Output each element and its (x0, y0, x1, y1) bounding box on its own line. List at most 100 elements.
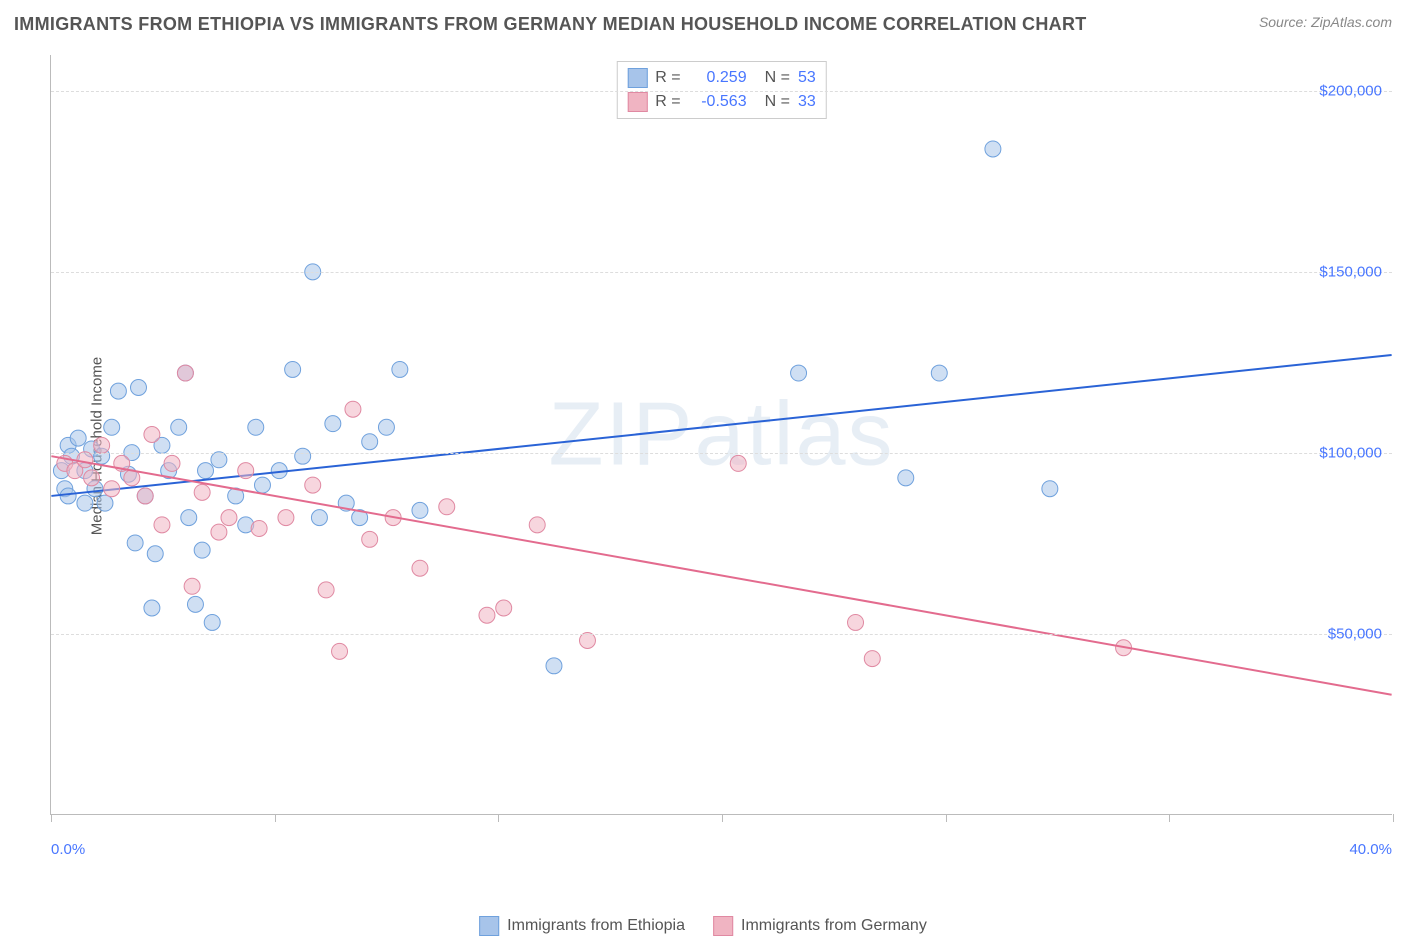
data-point (251, 520, 267, 536)
data-point (110, 383, 126, 399)
y-tick-label: $100,000 (1319, 445, 1382, 462)
data-point (127, 535, 143, 551)
legend-series: Immigrants from Ethiopia Immigrants from … (479, 916, 927, 936)
data-point (848, 614, 864, 630)
data-point (211, 452, 227, 468)
data-point (439, 499, 455, 515)
legend-label: Immigrants from Germany (741, 917, 927, 935)
legend-row: R = -0.563 N = 33 (627, 90, 815, 114)
data-point (392, 361, 408, 377)
data-point (479, 607, 495, 623)
data-point (248, 419, 264, 435)
data-point (285, 361, 301, 377)
data-point (791, 365, 807, 381)
data-point (144, 427, 160, 443)
data-point (864, 651, 880, 667)
data-point (362, 531, 378, 547)
data-point (94, 437, 110, 453)
source-label: Source: ZipAtlas.com (1259, 14, 1392, 30)
data-point (412, 502, 428, 518)
data-point (254, 477, 270, 493)
n-value: 33 (798, 93, 816, 111)
data-point (198, 463, 214, 479)
gridline (51, 272, 1392, 273)
data-point (154, 517, 170, 533)
data-point (194, 542, 210, 558)
data-point (898, 470, 914, 486)
data-point (131, 380, 147, 396)
data-point (221, 510, 237, 526)
data-point (60, 488, 76, 504)
x-tick (498, 814, 499, 822)
x-tick (1169, 814, 1170, 822)
data-point (77, 452, 93, 468)
data-point (546, 658, 562, 674)
data-point (184, 578, 200, 594)
data-point (171, 419, 187, 435)
data-point (147, 546, 163, 562)
y-tick-label: $150,000 (1319, 264, 1382, 281)
legend-label: Immigrants from Ethiopia (507, 917, 685, 935)
data-point (362, 434, 378, 450)
chart-title: IMMIGRANTS FROM ETHIOPIA VS IMMIGRANTS F… (14, 14, 1087, 34)
data-point (181, 510, 197, 526)
data-point (931, 365, 947, 381)
data-point (204, 614, 220, 630)
data-point (378, 419, 394, 435)
data-point (318, 582, 334, 598)
data-point (211, 524, 227, 540)
data-point (77, 495, 93, 511)
legend-swatch (479, 916, 499, 936)
gridline (51, 634, 1392, 635)
data-point (238, 463, 254, 479)
legend-swatch (713, 916, 733, 936)
n-label: N = (765, 69, 790, 87)
r-label: R = (655, 93, 680, 111)
gridline (51, 453, 1392, 454)
data-point (985, 141, 1001, 157)
legend-swatch (627, 92, 647, 112)
x-tick (1393, 814, 1394, 822)
chart-svg (51, 55, 1392, 814)
data-point (164, 455, 180, 471)
data-point (412, 560, 428, 576)
n-value: 53 (798, 69, 816, 87)
data-point (529, 517, 545, 533)
data-point (295, 448, 311, 464)
data-point (104, 419, 120, 435)
legend-row: R = 0.259 N = 53 (627, 66, 815, 90)
legend-item: Immigrants from Germany (713, 916, 927, 936)
x-tick (722, 814, 723, 822)
gridline (51, 91, 1392, 92)
data-point (187, 596, 203, 612)
data-point (97, 495, 113, 511)
x-start-label: 0.0% (51, 841, 85, 858)
data-point (104, 481, 120, 497)
data-point (730, 455, 746, 471)
data-point (305, 477, 321, 493)
y-tick-label: $200,000 (1319, 83, 1382, 100)
x-tick (946, 814, 947, 822)
r-value: -0.563 (689, 93, 747, 111)
data-point (84, 470, 100, 486)
data-point (1042, 481, 1058, 497)
legend-swatch (627, 68, 647, 88)
x-end-label: 40.0% (1349, 841, 1392, 858)
x-tick (275, 814, 276, 822)
data-point (496, 600, 512, 616)
data-point (137, 488, 153, 504)
legend-item: Immigrants from Ethiopia (479, 916, 685, 936)
data-point (144, 600, 160, 616)
data-point (345, 401, 361, 417)
y-tick-label: $50,000 (1328, 626, 1382, 643)
data-point (325, 416, 341, 432)
r-value: 0.259 (689, 69, 747, 87)
x-tick (51, 814, 52, 822)
data-point (194, 484, 210, 500)
n-label: N = (765, 93, 790, 111)
legend-correlation: R = 0.259 N = 53 R = -0.563 N = 33 (616, 61, 826, 119)
data-point (278, 510, 294, 526)
trend-line (51, 456, 1391, 695)
r-label: R = (655, 69, 680, 87)
plot-area: ZIPatlas R =0.259N =53R =-0.563N =33 $50… (50, 55, 1392, 815)
